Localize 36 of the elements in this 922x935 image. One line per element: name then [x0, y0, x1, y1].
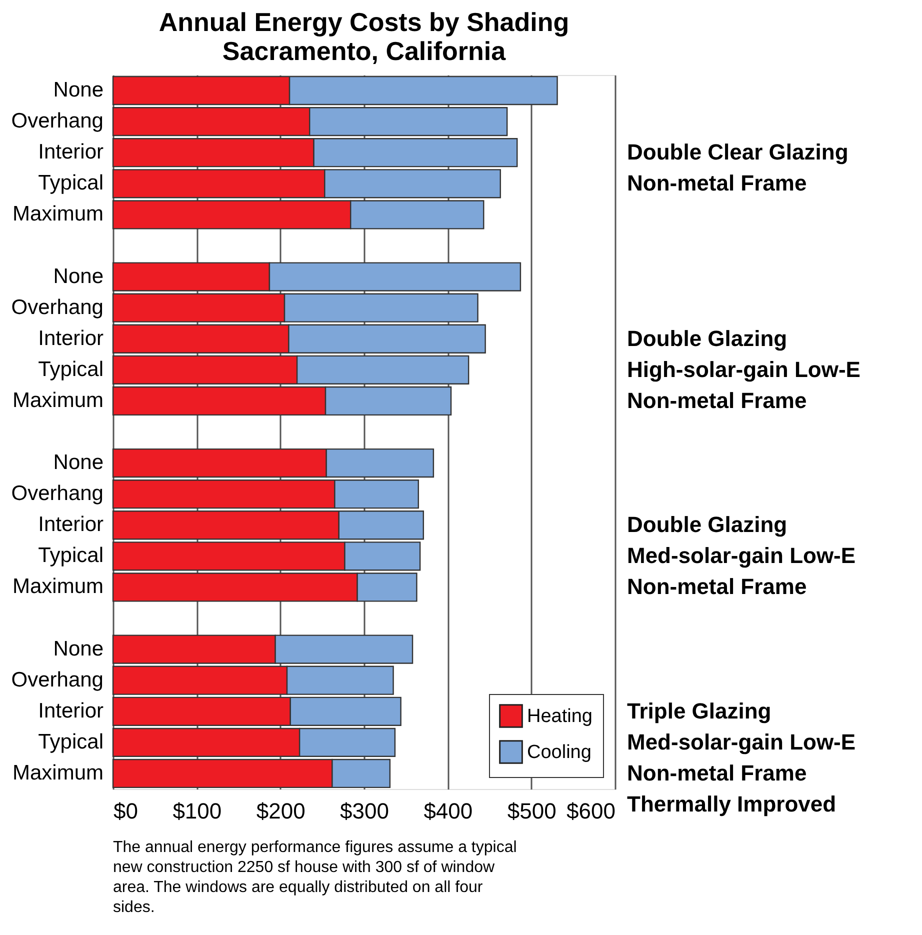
chart-subtitle: Sacramento, California — [222, 36, 506, 66]
y-tick-label: Interior — [38, 513, 104, 536]
x-tick-label: $0 — [114, 798, 138, 824]
y-tick-label: Interior — [38, 699, 104, 722]
x-tick-label: $200 — [256, 798, 306, 824]
y-tick-label: Typical — [38, 172, 104, 195]
y-tick-label: Typical — [38, 730, 104, 754]
y-tick-label: Typical — [38, 358, 104, 381]
y-tick-label: Overhang — [11, 482, 104, 506]
y-tick-label: Overhang — [11, 110, 104, 133]
y-tick-label: Maximum — [12, 761, 104, 784]
x-tick-label: $300 — [340, 798, 389, 824]
legend-label: Cooling — [527, 742, 592, 763]
text: Double Glazing Med-solar-gain Low-E Non-metal Frame — [627, 512, 856, 600]
y-tick-label: Overhang — [11, 296, 104, 319]
y-tick-label: Typical — [38, 544, 104, 568]
y-tick-label: Overhang — [11, 668, 104, 692]
x-tick-label: $500 — [507, 798, 556, 824]
y-tick-label: Interior — [38, 140, 104, 164]
y-tick-label: None — [53, 637, 104, 660]
text: The annual energy performance figures assume a typical new construction 2250 sf house with 300 sf of window area. The windows are equally distributed on all four sides. — [113, 839, 517, 916]
legend-label: Heating — [527, 706, 592, 727]
text: Double Clear Glazing Non-metal Frame — [627, 140, 848, 196]
chart-title: Annual Energy Costs by Shading — [158, 7, 570, 37]
y-tick-label: None — [53, 264, 104, 288]
text: Double Glazing High-solar-gain Low-E Non-metal Frame — [627, 326, 860, 413]
y-tick-label: None — [53, 451, 104, 474]
y-tick-label: None — [53, 78, 104, 102]
x-tick-label: $600 — [566, 798, 616, 824]
y-tick-label: Interior — [38, 326, 104, 350]
y-tick-label: Maximum — [12, 388, 104, 412]
text: Triple Glazing Med-solar-gain Low-E Non-metal Frame Thermally Improved — [627, 698, 856, 816]
x-tick-label: $400 — [424, 798, 473, 824]
x-tick-label: $100 — [172, 798, 222, 824]
y-tick-label: Maximum — [12, 575, 104, 598]
y-tick-label: Maximum — [12, 202, 104, 226]
